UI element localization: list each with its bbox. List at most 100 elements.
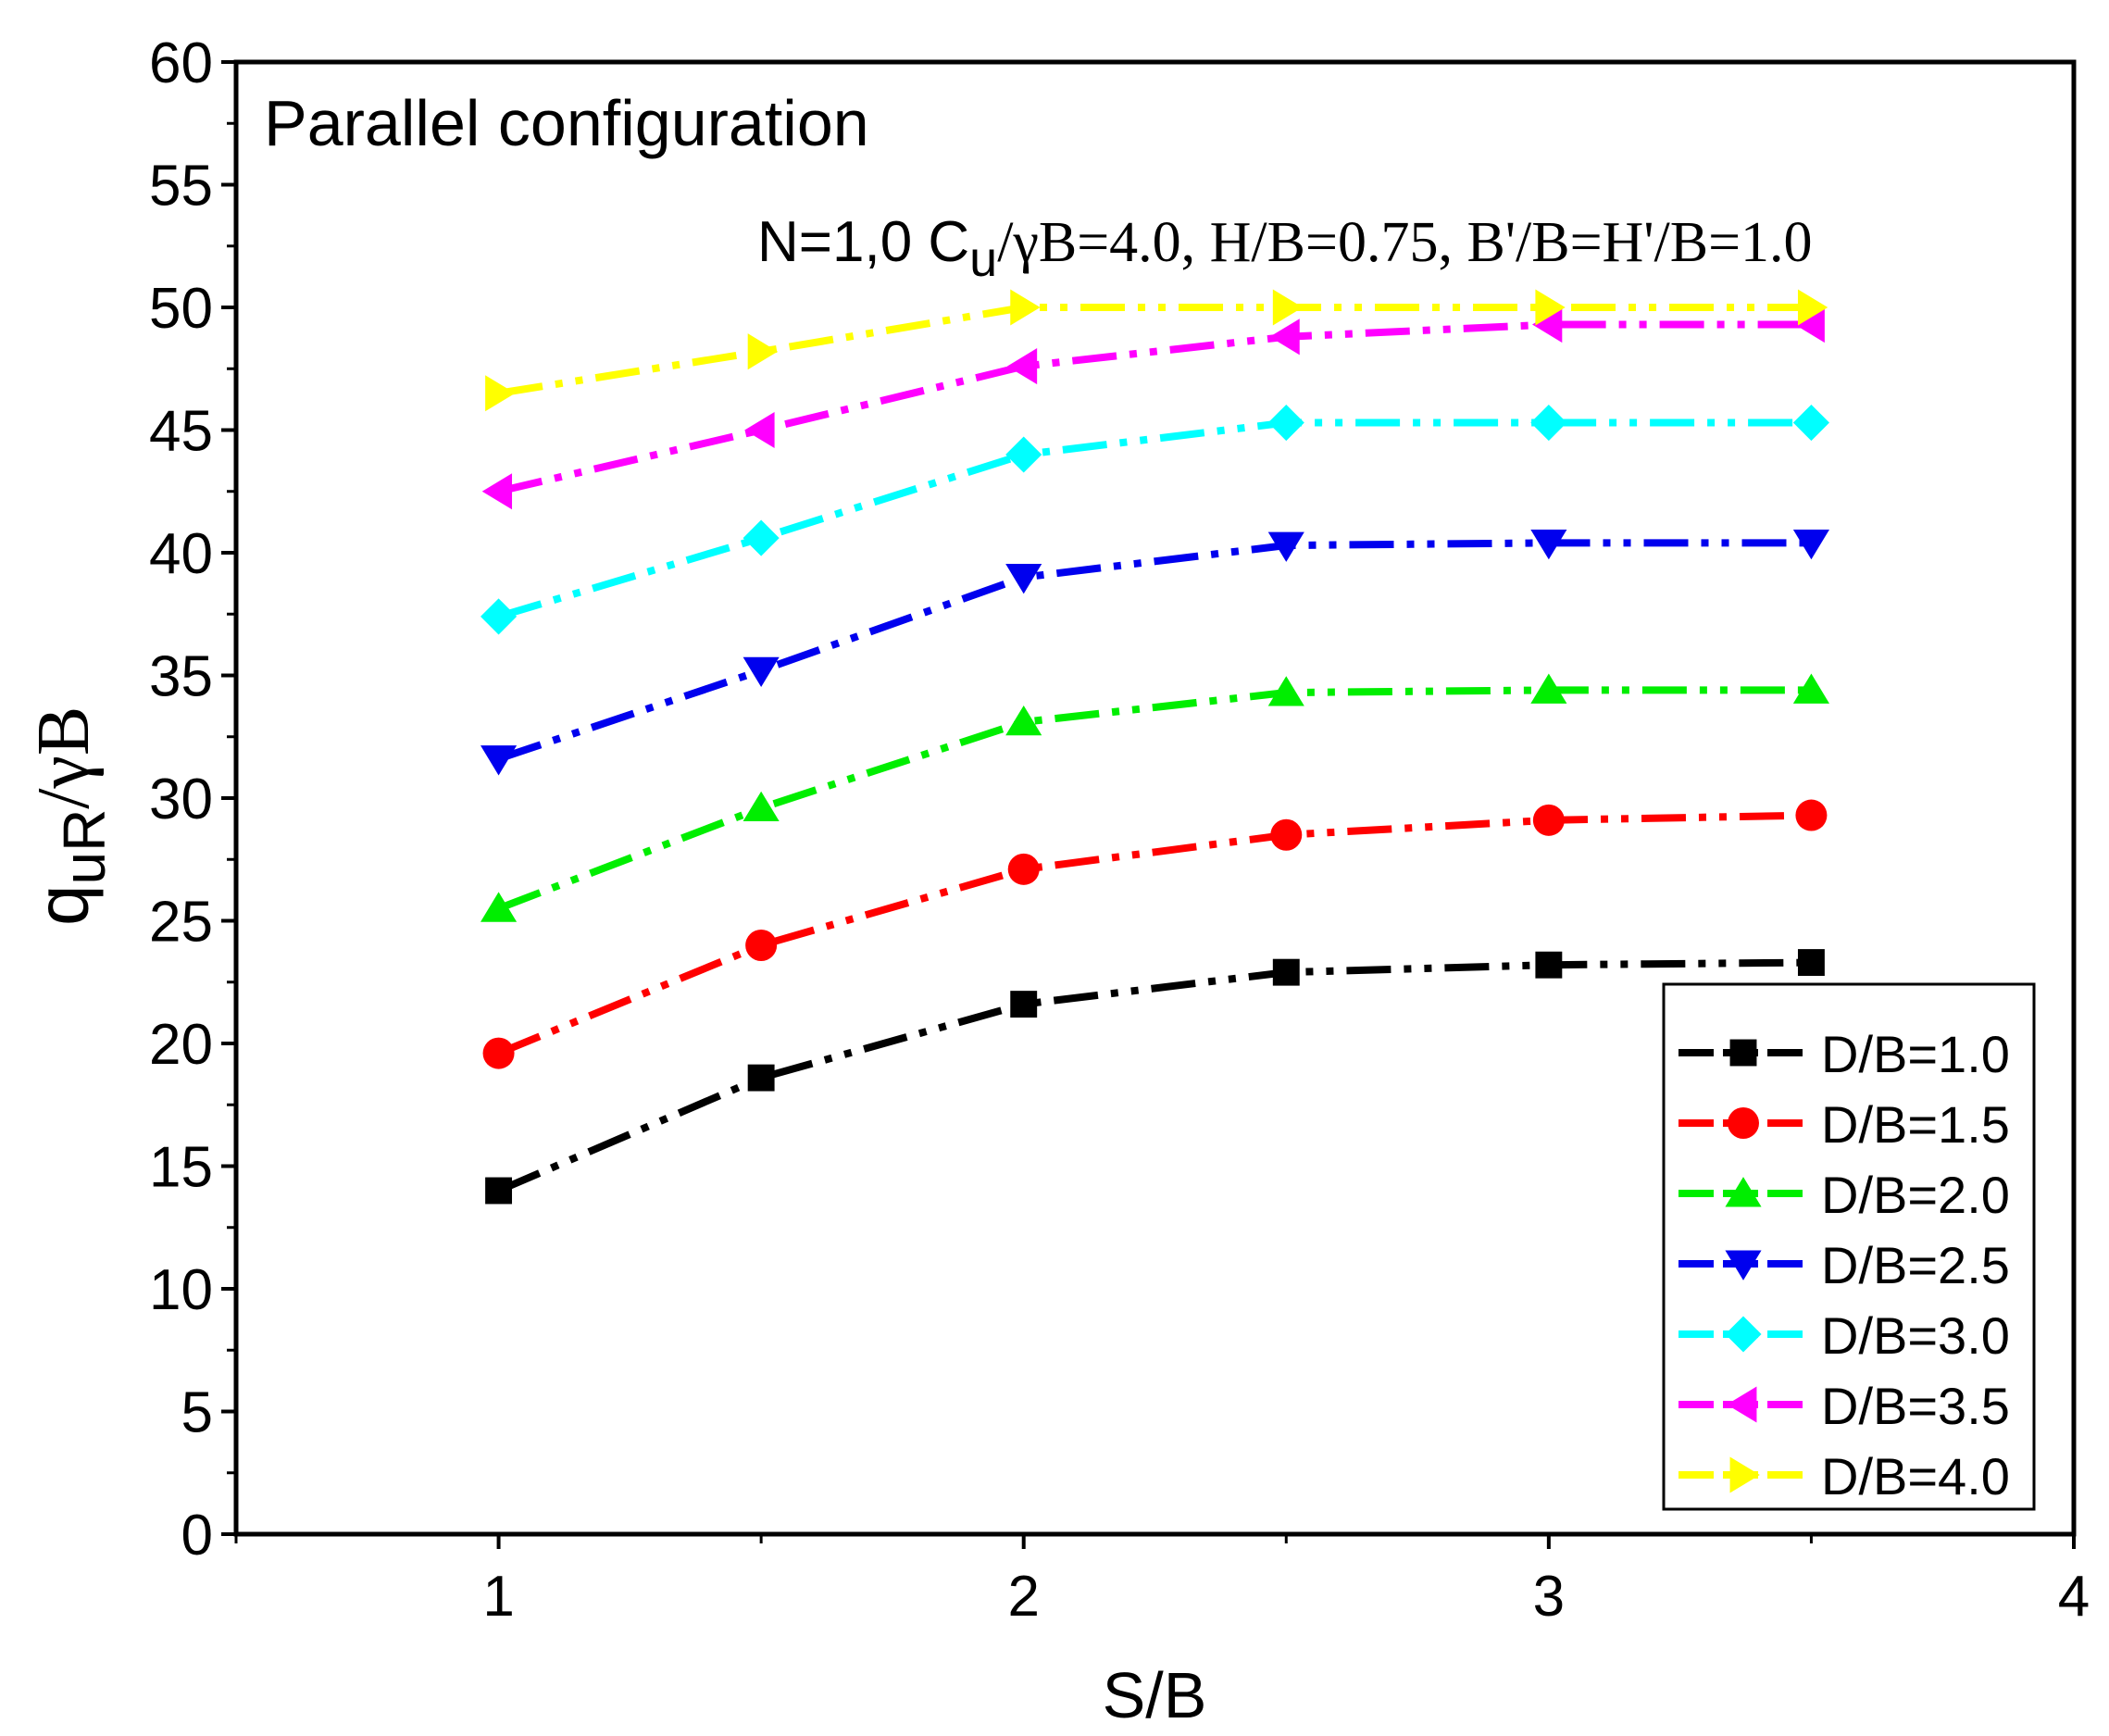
data-point — [485, 1177, 513, 1205]
y-tick-label: 5 — [181, 1381, 213, 1445]
data-point — [1792, 673, 1829, 704]
data-point — [743, 791, 780, 822]
legend-item: D/B=4.0 — [1678, 1447, 2010, 1505]
y-axis: 0 5 10 15 20 25 30 35 40 45 50 55 60 — [149, 31, 236, 1567]
data-point — [743, 519, 780, 556]
chart-title: Parallel configuration — [264, 87, 869, 159]
legend-label: D/B=2.0 — [1821, 1166, 2010, 1224]
data-point — [1267, 531, 1304, 562]
data-point — [1272, 958, 1300, 986]
series-line — [496, 958, 1812, 1194]
data-point — [747, 1064, 775, 1092]
data-point — [745, 930, 778, 961]
x-tick-label: 1 — [482, 1565, 514, 1629]
x-tick-label: 4 — [2058, 1565, 2090, 1629]
legend-item: D/B=3.0 — [1678, 1306, 2010, 1365]
legend-item: D/B=2.5 — [1678, 1236, 2010, 1294]
data-point — [1794, 306, 1825, 343]
data-point — [1792, 405, 1829, 442]
series-2 — [482, 799, 1828, 1069]
y-tick-label: 50 — [149, 277, 213, 341]
y-tick-label: 40 — [149, 522, 213, 586]
legend-label: D/B=3.5 — [1821, 1377, 2010, 1435]
data-point — [1530, 529, 1567, 560]
y-tick-label: 0 — [181, 1504, 213, 1567]
y-tick-label: 60 — [149, 31, 213, 95]
data-point — [1532, 804, 1565, 836]
series-5 — [480, 405, 1829, 635]
data-point — [480, 892, 518, 922]
data-point — [482, 1037, 515, 1069]
series-line — [497, 811, 1812, 1057]
legend-item: D/B=1.0 — [1678, 1025, 2010, 1083]
legend-marker — [1725, 1316, 1762, 1353]
y-tick-label: 10 — [149, 1258, 213, 1322]
y-axis-label-rest: /γB — [23, 706, 105, 809]
legend-item: D/B=1.5 — [1678, 1095, 2010, 1154]
legend-marker — [1729, 1456, 1760, 1493]
data-point — [1010, 289, 1041, 326]
x-tick-label: 2 — [1007, 1565, 1039, 1629]
data-point — [1006, 348, 1038, 385]
data-point — [1267, 405, 1304, 442]
y-tick-label: 25 — [149, 891, 213, 955]
data-point — [744, 411, 775, 449]
data-point — [485, 375, 516, 412]
series-7 — [485, 289, 1828, 412]
series-line — [497, 418, 1812, 620]
legend-marker — [1725, 1250, 1762, 1280]
data-point — [747, 333, 778, 370]
series-layer — [480, 289, 1829, 1205]
data-point — [481, 473, 513, 510]
data-point — [1795, 799, 1828, 831]
series-4 — [480, 529, 1829, 776]
data-point — [1530, 673, 1567, 704]
legend-box — [1662, 982, 2036, 1511]
legend-marker — [1727, 1386, 1757, 1423]
data-point — [1007, 853, 1040, 885]
data-point — [1530, 405, 1567, 442]
subtitle-subscript: u — [969, 231, 997, 287]
series-line — [497, 686, 1812, 912]
series-line — [497, 539, 1812, 763]
data-point — [1010, 991, 1038, 1018]
legend-label: D/B=2.5 — [1821, 1236, 2010, 1294]
data-point — [480, 745, 518, 776]
y-axis-label-subscript: uR — [51, 809, 118, 885]
series-line — [497, 304, 1812, 397]
data-point — [1272, 289, 1304, 326]
y-tick-label: 35 — [149, 645, 213, 709]
y-tick-label: 30 — [149, 768, 213, 831]
series-3 — [480, 673, 1829, 922]
legend-label: D/B=4.0 — [1821, 1447, 2010, 1505]
y-axis-label-main: q — [21, 885, 104, 927]
data-point — [1005, 564, 1042, 594]
y-tick-label: 55 — [149, 155, 213, 219]
series-6 — [481, 306, 1825, 510]
x-axis-label: S/B — [1103, 1659, 1207, 1731]
y-tick-label: 20 — [149, 1013, 213, 1077]
data-point — [1535, 951, 1563, 979]
subtitle-prefix: N=1,0 C — [757, 210, 969, 274]
y-tick-label: 45 — [149, 400, 213, 464]
series-line — [497, 320, 1812, 495]
data-point — [1532, 306, 1563, 343]
x-tick-label: 3 — [1533, 1565, 1565, 1629]
legend-marker — [1729, 1039, 1757, 1067]
x-axis: 1 2 3 4 — [234, 1534, 2090, 1629]
legend-label: D/B=1.0 — [1821, 1025, 2010, 1083]
data-point — [1269, 318, 1300, 356]
legend-item: D/B=3.5 — [1678, 1377, 2010, 1435]
legend-items: D/B=1.0 D/B=1.5 D/B=2.0 D/B=2.5 D/B=3.0 D/B=3… — [1678, 1025, 2010, 1505]
legend: D/B=1.0 D/B=1.5 D/B=2.0 D/B=2.5 D/B=3.0 D/B=3… — [1662, 982, 2036, 1511]
y-axis-label: quR/γB — [21, 706, 118, 926]
chart-subtitle: N=1,0 Cu/γB=4.0, H/B=0.75, B'/B=H'/B=1.0 — [757, 210, 1813, 287]
data-point — [1267, 676, 1304, 706]
data-point — [1005, 436, 1042, 473]
data-point — [1797, 289, 1828, 326]
subtitle-rest: /γB=4.0, H/B=0.75, B'/B=H'/B=1.0 — [997, 211, 1812, 274]
data-point — [1797, 949, 1825, 976]
series-1 — [485, 949, 1825, 1205]
legend-marker — [1725, 1177, 1762, 1207]
